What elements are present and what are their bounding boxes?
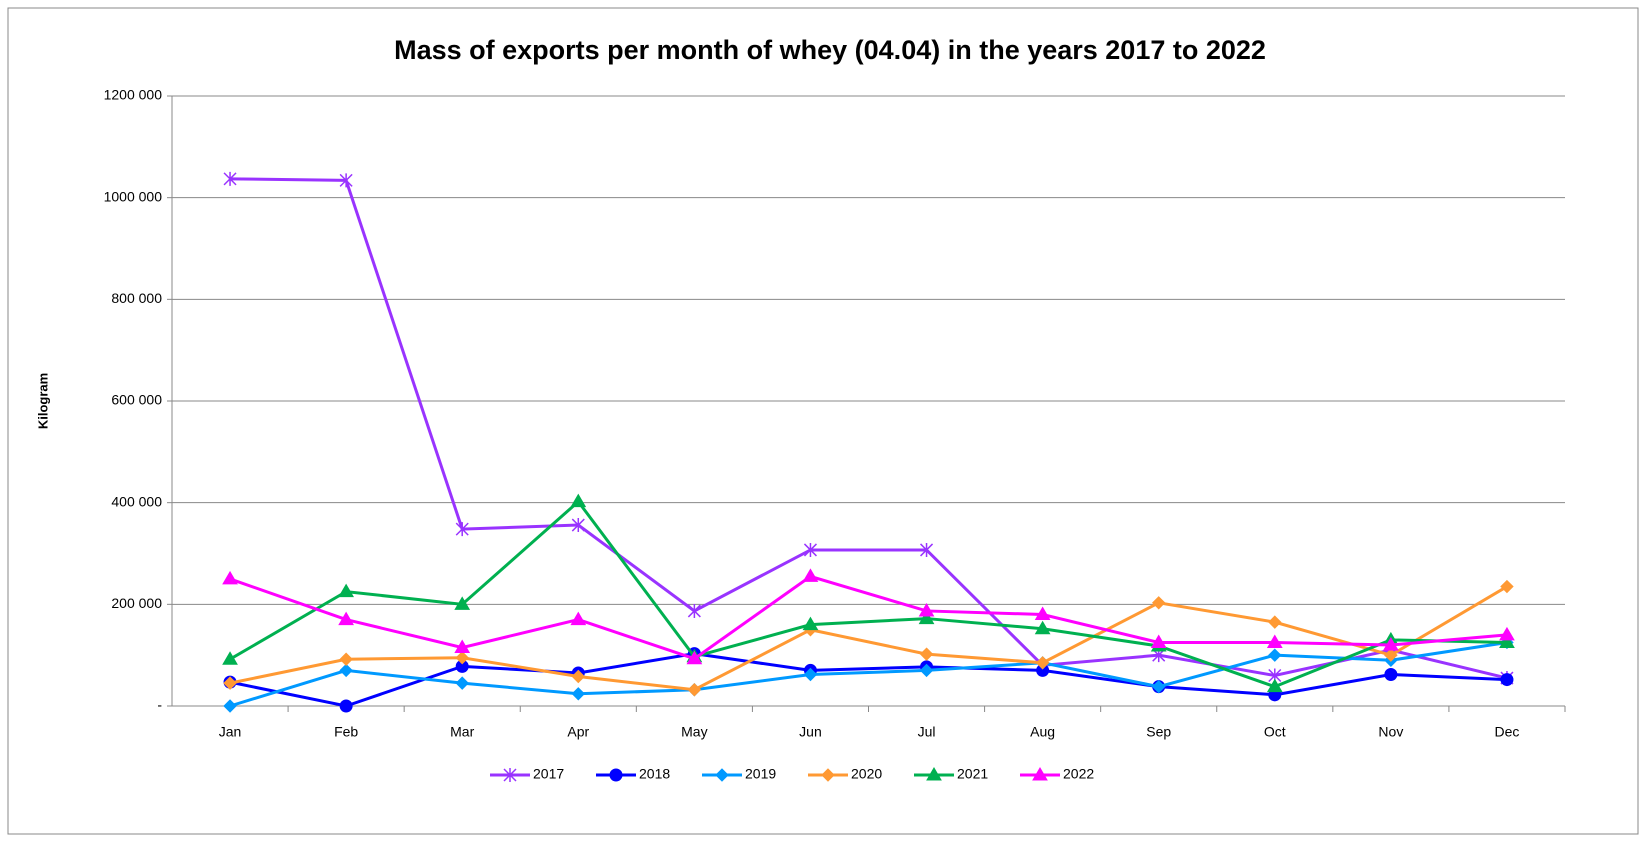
legend-label: 2022 (1063, 766, 1094, 782)
legend-label: 2020 (851, 766, 882, 782)
legend-label: 2021 (957, 766, 988, 782)
x-tick-label: Aug (1030, 724, 1055, 740)
x-tick-label: Sep (1146, 724, 1171, 740)
marker (1384, 667, 1398, 681)
x-tick-label: Dec (1495, 724, 1520, 740)
chart-frame (7, 7, 1639, 835)
marker (919, 663, 934, 678)
marker (222, 651, 238, 665)
marker (687, 603, 701, 618)
marker (455, 651, 469, 665)
marker (802, 616, 819, 631)
marker (1499, 634, 1515, 648)
marker (803, 667, 818, 682)
marker (455, 676, 469, 690)
series-line (229, 499, 1507, 689)
y-tick-label: 600 000 (111, 392, 162, 408)
series-line (229, 574, 1508, 661)
marker (1266, 634, 1283, 648)
marker (926, 767, 942, 781)
marker (570, 493, 587, 508)
marker (339, 652, 353, 666)
marker (1268, 615, 1282, 629)
marker (338, 611, 354, 626)
y-tick-label: - (157, 697, 162, 713)
marker (455, 522, 469, 537)
marker (1268, 648, 1282, 662)
chart-title: Mass of exports per month of whey (04.04… (394, 35, 1266, 65)
marker (821, 768, 835, 782)
marker (686, 650, 703, 665)
marker (918, 610, 935, 625)
marker (1266, 678, 1283, 693)
marker (223, 676, 237, 690)
x-tick-label: Apr (567, 724, 589, 740)
marker (1500, 673, 1514, 687)
marker (571, 669, 585, 684)
marker (1034, 606, 1051, 620)
series-line (230, 177, 1508, 680)
marker (571, 518, 585, 533)
y-tick-label: 400 000 (111, 493, 162, 509)
series-line (229, 652, 1508, 708)
y-tick-label: 800 000 (111, 290, 162, 306)
marker (802, 568, 819, 582)
marker (1500, 579, 1514, 594)
marker (223, 699, 237, 713)
x-tick-label: Jan (219, 724, 242, 740)
marker (918, 602, 935, 617)
legend-label: 2017 (533, 766, 564, 782)
x-tick-label: Jul (918, 724, 936, 740)
y-tick-label: 1200 000 (104, 87, 163, 103)
marker (1035, 656, 1050, 670)
y-tick-label: 200 000 (111, 595, 162, 611)
legend-label: 2018 (639, 766, 670, 782)
marker (1384, 648, 1398, 662)
marker (223, 171, 237, 186)
marker (920, 542, 934, 557)
marker (339, 663, 353, 678)
x-tick-label: Jun (799, 724, 822, 740)
marker (1152, 596, 1166, 610)
x-tick-label: Mar (450, 724, 474, 740)
marker (919, 647, 934, 661)
marker (1034, 620, 1051, 635)
y-axis-label: Kilogram (35, 373, 50, 429)
x-tick-label: Feb (334, 724, 358, 740)
marker (570, 611, 587, 626)
marker (1152, 679, 1166, 694)
marker (609, 768, 623, 782)
x-tick-label: Oct (1264, 724, 1286, 740)
x-tick-label: Nov (1378, 724, 1403, 740)
marker (454, 639, 471, 654)
marker (454, 596, 471, 610)
marker (687, 683, 702, 697)
marker (503, 768, 517, 782)
series-line (229, 640, 1508, 708)
marker (715, 768, 729, 782)
marker (339, 699, 353, 713)
y-tick-label: 1000 000 (104, 188, 163, 204)
marker (1499, 626, 1515, 641)
series-line (229, 585, 1508, 692)
x-tick-label: May (681, 724, 707, 740)
marker (1383, 637, 1399, 651)
marker (339, 173, 353, 188)
marker (803, 542, 817, 557)
marker (1032, 767, 1048, 781)
marker (222, 570, 238, 585)
marker (338, 583, 354, 598)
marker (1150, 634, 1167, 648)
legend-label: 2019 (745, 766, 776, 782)
marker (571, 687, 585, 701)
